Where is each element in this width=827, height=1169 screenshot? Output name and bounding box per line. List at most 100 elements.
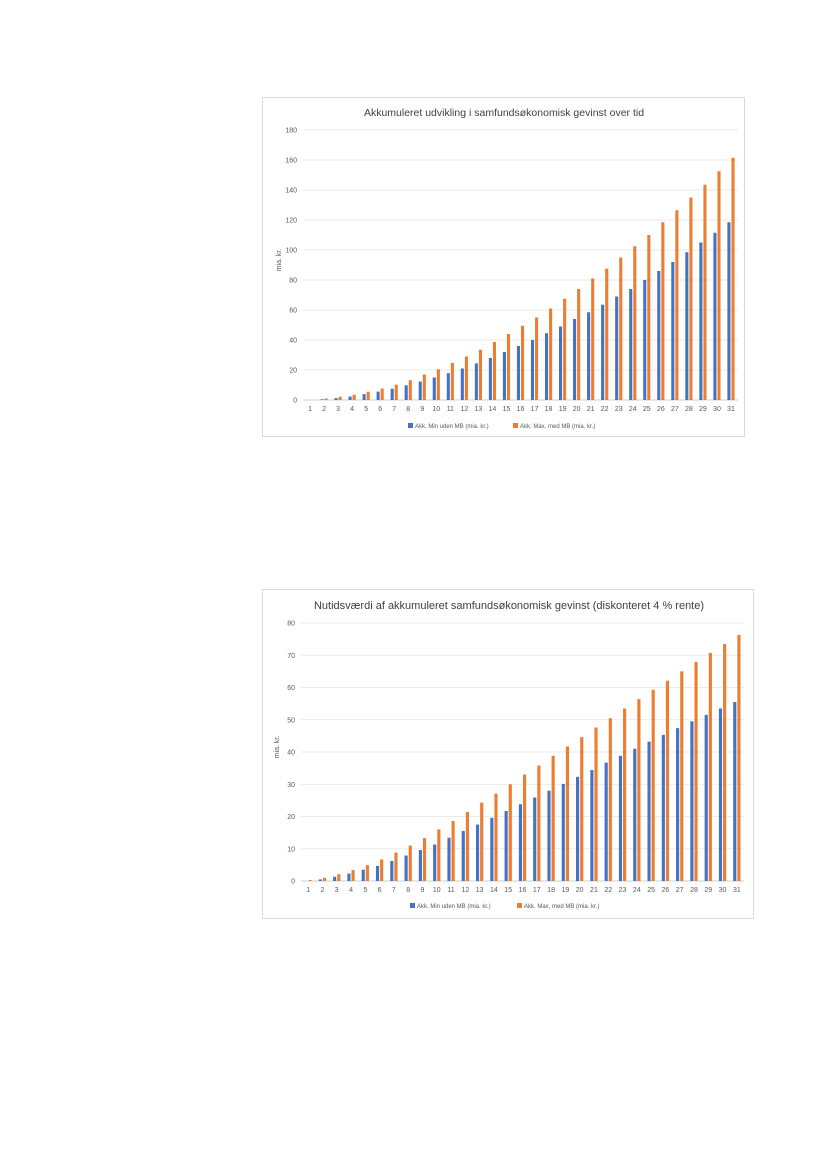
bar-max-med-mb — [450, 362, 454, 400]
bar-max-med-mb — [580, 737, 584, 881]
bar-min-uden-mb — [718, 708, 723, 881]
x-tick-label: 21 — [587, 406, 595, 413]
bar-min-uden-mb — [375, 865, 380, 881]
bar-min-uden-mb — [713, 232, 717, 400]
x-tick-label: 21 — [590, 887, 598, 894]
bar-min-uden-mb — [418, 850, 422, 881]
bar-min-uden-mb — [661, 734, 665, 881]
x-tick-label: 3 — [336, 406, 340, 413]
x-tick-label: 20 — [576, 887, 584, 894]
bar-min-uden-mb — [347, 873, 351, 881]
x-tick-label: 6 — [378, 406, 382, 413]
x-tick-label: 9 — [420, 406, 424, 413]
x-tick-label: 2 — [320, 887, 324, 894]
y-axis-label: mia. kr. — [276, 249, 283, 272]
x-tick-label: 14 — [490, 887, 498, 894]
y-tick-label: 60 — [289, 308, 297, 315]
bar-max-med-mb — [619, 257, 623, 400]
x-tick-label: 29 — [704, 887, 712, 894]
y-tick-label: 180 — [285, 128, 297, 135]
bar-max-med-mb — [465, 811, 469, 881]
bar-max-med-mb — [565, 746, 570, 881]
bar-max-med-mb — [422, 374, 426, 400]
bar-min-uden-mb — [433, 844, 437, 881]
y-tick-label: 40 — [287, 750, 295, 757]
bar-min-uden-mb — [587, 312, 591, 400]
bar-min-uden-mb — [446, 373, 450, 400]
y-tick-label: 30 — [287, 782, 295, 789]
bar-max-med-mb — [508, 784, 512, 881]
bar-max-med-mb — [408, 380, 412, 400]
y-tick-label: 70 — [287, 653, 295, 660]
bar-min-uden-mb — [618, 755, 623, 881]
bar-min-uden-mb — [699, 242, 703, 400]
bar-min-uden-mb — [590, 770, 594, 881]
x-tick-label: 16 — [517, 406, 525, 413]
legend-swatch-max — [513, 423, 518, 428]
x-tick-label: 25 — [643, 406, 651, 413]
x-tick-label: 11 — [447, 406, 454, 413]
x-tick-label: 31 — [727, 406, 735, 413]
bar-max-med-mb — [665, 680, 670, 881]
x-tick-label: 11 — [447, 887, 454, 894]
y-tick-label: 50 — [287, 717, 295, 724]
bar-min-uden-mb — [490, 817, 494, 881]
x-tick-label: 10 — [433, 887, 441, 894]
bar-min-uden-mb — [390, 388, 394, 400]
bar-max-med-mb — [308, 880, 312, 881]
x-tick-label: 14 — [489, 406, 497, 413]
bar-min-uden-mb — [727, 222, 731, 400]
bar-min-uden-mb — [320, 399, 324, 400]
x-tick-label: 19 — [559, 406, 567, 413]
x-tick-label: 13 — [475, 406, 483, 413]
bar-max-med-mb — [535, 317, 539, 400]
bar-max-med-mb — [731, 157, 735, 400]
x-tick-label: 30 — [719, 887, 727, 894]
bar-max-med-mb — [337, 874, 341, 881]
bar-min-uden-mb — [561, 783, 565, 881]
x-tick-label: 26 — [657, 406, 665, 413]
x-tick-label: 28 — [690, 887, 698, 894]
bar-max-med-mb — [451, 821, 455, 881]
legend-swatch-min — [408, 423, 413, 428]
chart-accumulated-gain: Akkumuleret udvikling i samfundsøkonomis… — [262, 97, 745, 437]
bar-min-uden-mb — [504, 811, 508, 881]
bar-min-uden-mb — [690, 721, 694, 881]
x-tick-label: 23 — [619, 887, 627, 894]
x-tick-label: 8 — [406, 887, 410, 894]
bar-max-med-mb — [480, 802, 484, 881]
bar-max-med-mb — [594, 727, 598, 881]
bar-max-med-mb — [422, 838, 427, 881]
bar-min-uden-mb — [333, 876, 337, 881]
bar-max-med-mb — [492, 341, 497, 400]
x-tick-label: 25 — [647, 887, 655, 894]
bar-max-med-mb — [506, 334, 511, 400]
chart-present-value: Nutidsværdi af akkumuleret samfundsøkono… — [262, 589, 754, 919]
x-tick-label: 5 — [363, 887, 367, 894]
x-tick-label: 18 — [547, 887, 555, 894]
x-tick-label: 15 — [503, 406, 511, 413]
bar-max-med-mb — [352, 394, 356, 400]
legend-label-max: Akk. Max, med MB (mia. kr.) — [520, 424, 595, 430]
y-tick-label: 20 — [287, 814, 295, 821]
bar-max-med-mb — [723, 643, 727, 881]
bar-max-med-mb — [675, 210, 679, 400]
y-tick-label: 0 — [293, 398, 297, 405]
bar-max-med-mb — [494, 793, 498, 881]
bar-min-uden-mb — [488, 358, 492, 400]
bar-min-uden-mb — [604, 762, 608, 881]
x-tick-label: 20 — [573, 406, 581, 413]
bar-max-med-mb — [380, 859, 384, 881]
y-tick-label: 0 — [291, 879, 295, 886]
x-tick-label: 17 — [531, 406, 539, 413]
x-tick-label: 22 — [601, 406, 609, 413]
bar-max-med-mb — [694, 662, 698, 881]
y-tick-label: 120 — [285, 218, 297, 225]
y-tick-label: 100 — [285, 248, 297, 255]
bar-min-uden-mb — [516, 346, 520, 400]
x-tick-label: 7 — [392, 887, 396, 894]
bar-min-uden-mb — [671, 262, 675, 400]
bar-max-med-mb — [380, 388, 384, 400]
bar-max-med-mb — [394, 852, 398, 881]
bar-max-med-mb — [324, 398, 328, 400]
